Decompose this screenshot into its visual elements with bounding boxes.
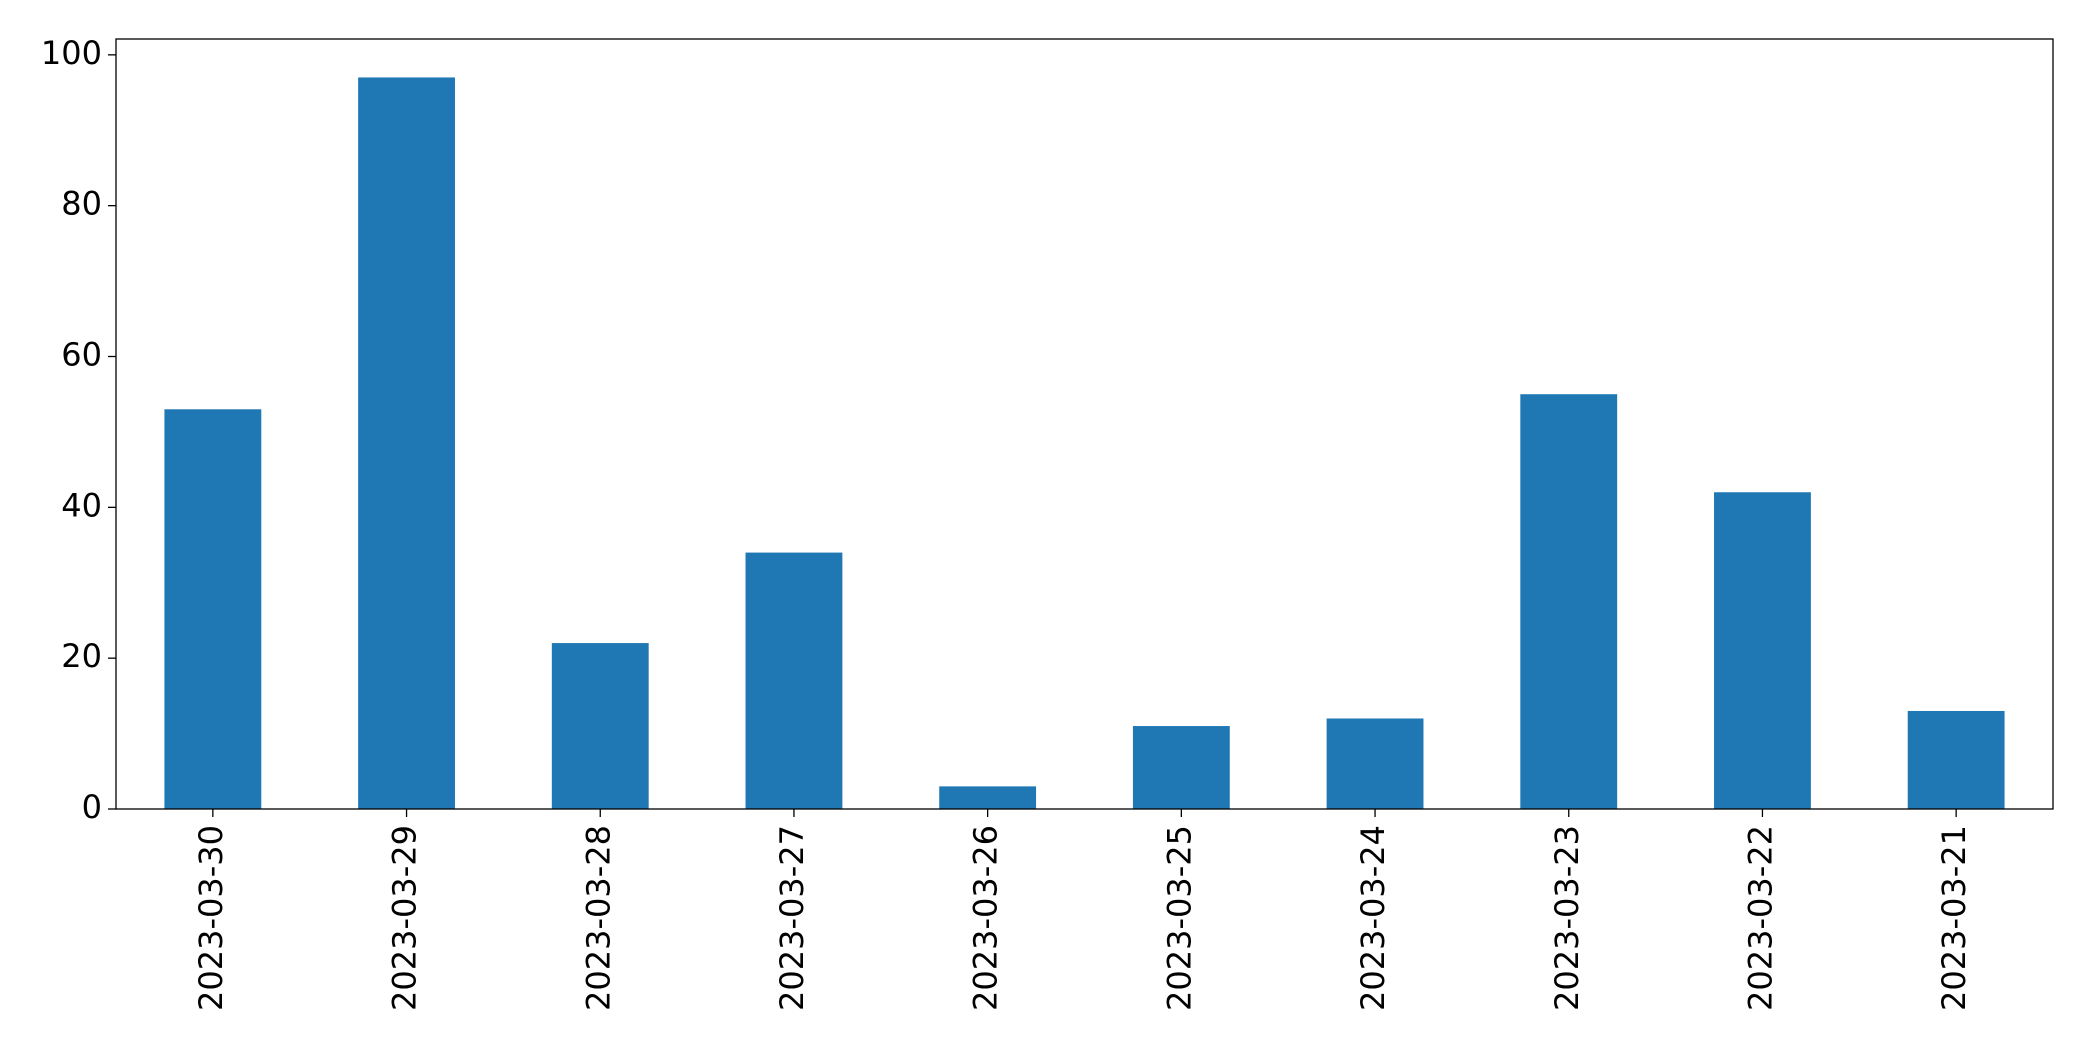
bar [1714, 492, 1811, 809]
y-tick-label: 20 [61, 637, 102, 675]
x-tick-label: 2023-03-28 [579, 825, 617, 1011]
y-tick-label: 60 [61, 336, 102, 374]
bar [1907, 710, 2005, 809]
y-tick-label: 100 [41, 34, 102, 72]
x-tick-label: 2023-03-24 [1354, 825, 1392, 1011]
x-tick-label: 2023-03-21 [1935, 825, 1973, 1011]
bar [939, 786, 1037, 809]
x-tick-label: 2023-03-29 [386, 825, 424, 1011]
x-tick-label: 2023-03-23 [1548, 825, 1586, 1011]
bar [551, 643, 649, 809]
bar [1520, 394, 1618, 809]
x-tick-label: 2023-03-30 [192, 825, 230, 1011]
y-tick-label: 0 [82, 788, 102, 826]
bar [358, 77, 455, 810]
bar [164, 409, 262, 809]
x-tick-label: 2023-03-26 [967, 825, 1005, 1011]
y-tick-label: 40 [61, 486, 102, 524]
bar [745, 552, 843, 809]
x-tick-label: 2023-03-25 [1160, 825, 1198, 1011]
x-tick-label: 2023-03-22 [1741, 825, 1779, 1011]
x-tick-label: 2023-03-27 [773, 825, 811, 1011]
bar [1132, 726, 1230, 809]
y-tick-label: 80 [61, 185, 102, 223]
plot-frame [115, 38, 2054, 810]
bar [1326, 718, 1424, 809]
